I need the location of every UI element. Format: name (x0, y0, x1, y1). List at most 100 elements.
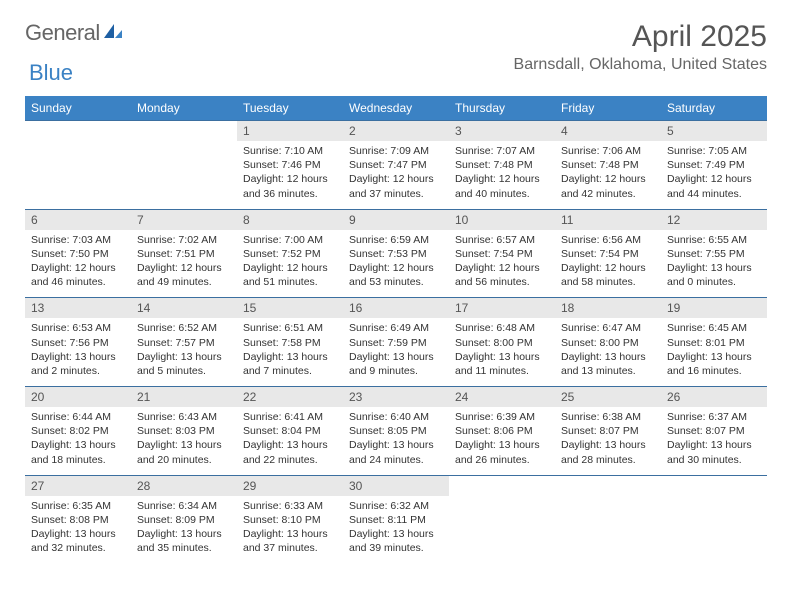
sunrise-text: Sunrise: 6:34 AM (137, 499, 231, 513)
sunrise-text: Sunrise: 6:51 AM (243, 321, 337, 335)
daylight-text: Daylight: 13 hours and 5 minutes. (137, 350, 231, 378)
sunrise-text: Sunrise: 6:41 AM (243, 410, 337, 424)
sunrise-text: Sunrise: 6:40 AM (349, 410, 443, 424)
day-body: Sunrise: 6:57 AMSunset: 7:54 PMDaylight:… (449, 230, 555, 298)
sunset-text: Sunset: 8:10 PM (243, 513, 337, 527)
sunset-text: Sunset: 7:50 PM (31, 247, 125, 261)
day-number: 23 (343, 387, 449, 407)
daylight-text: Daylight: 13 hours and 26 minutes. (455, 438, 549, 466)
day-body (555, 496, 661, 554)
day-body: Sunrise: 6:45 AMSunset: 8:01 PMDaylight:… (661, 318, 767, 386)
day-cell: 19Sunrise: 6:45 AMSunset: 8:01 PMDayligh… (661, 298, 767, 387)
logo: General (25, 20, 126, 46)
sunset-text: Sunset: 7:56 PM (31, 336, 125, 350)
sunrise-text: Sunrise: 6:59 AM (349, 233, 443, 247)
day-cell: 13Sunrise: 6:53 AMSunset: 7:56 PMDayligh… (25, 298, 131, 387)
day-number: 20 (25, 387, 131, 407)
sunset-text: Sunset: 8:09 PM (137, 513, 231, 527)
day-body: Sunrise: 6:43 AMSunset: 8:03 PMDaylight:… (131, 407, 237, 475)
sunset-text: Sunset: 7:46 PM (243, 158, 337, 172)
day-cell: 10Sunrise: 6:57 AMSunset: 7:54 PMDayligh… (449, 209, 555, 298)
daylight-text: Daylight: 12 hours and 42 minutes. (561, 172, 655, 200)
sunset-text: Sunset: 7:49 PM (667, 158, 761, 172)
sunrise-text: Sunrise: 6:38 AM (561, 410, 655, 424)
day-number: 28 (131, 476, 237, 496)
day-cell: 16Sunrise: 6:49 AMSunset: 7:59 PMDayligh… (343, 298, 449, 387)
daylight-text: Daylight: 12 hours and 44 minutes. (667, 172, 761, 200)
daylight-text: Daylight: 13 hours and 20 minutes. (137, 438, 231, 466)
day-number: 2 (343, 121, 449, 141)
week-row: 6Sunrise: 7:03 AMSunset: 7:50 PMDaylight… (25, 209, 767, 298)
dow-monday: Monday (131, 96, 237, 121)
week-row: 27Sunrise: 6:35 AMSunset: 8:08 PMDayligh… (25, 475, 767, 563)
sunset-text: Sunset: 8:00 PM (561, 336, 655, 350)
day-number (449, 476, 555, 496)
dow-tuesday: Tuesday (237, 96, 343, 121)
day-number: 12 (661, 210, 767, 230)
day-cell: 25Sunrise: 6:38 AMSunset: 8:07 PMDayligh… (555, 387, 661, 476)
sunset-text: Sunset: 7:57 PM (137, 336, 231, 350)
daylight-text: Daylight: 13 hours and 11 minutes. (455, 350, 549, 378)
daylight-text: Daylight: 13 hours and 28 minutes. (561, 438, 655, 466)
day-body: Sunrise: 6:32 AMSunset: 8:11 PMDaylight:… (343, 496, 449, 564)
sunset-text: Sunset: 7:54 PM (455, 247, 549, 261)
dow-wednesday: Wednesday (343, 96, 449, 121)
day-number: 27 (25, 476, 131, 496)
daylight-text: Daylight: 12 hours and 58 minutes. (561, 261, 655, 289)
location: Barnsdall, Oklahoma, United States (514, 56, 767, 74)
day-number: 1 (237, 121, 343, 141)
sunrise-text: Sunrise: 7:10 AM (243, 144, 337, 158)
daylight-text: Daylight: 13 hours and 13 minutes. (561, 350, 655, 378)
day-cell (661, 475, 767, 563)
day-number: 22 (237, 387, 343, 407)
sunset-text: Sunset: 7:59 PM (349, 336, 443, 350)
day-body: Sunrise: 6:53 AMSunset: 7:56 PMDaylight:… (25, 318, 131, 386)
sail-icon (102, 20, 124, 46)
day-body: Sunrise: 6:44 AMSunset: 8:02 PMDaylight:… (25, 407, 131, 475)
day-number: 26 (661, 387, 767, 407)
day-cell: 18Sunrise: 6:47 AMSunset: 8:00 PMDayligh… (555, 298, 661, 387)
day-body: Sunrise: 6:48 AMSunset: 8:00 PMDaylight:… (449, 318, 555, 386)
day-body: Sunrise: 7:03 AMSunset: 7:50 PMDaylight:… (25, 230, 131, 298)
day-body (131, 141, 237, 199)
daylight-text: Daylight: 13 hours and 35 minutes. (137, 527, 231, 555)
day-body: Sunrise: 6:38 AMSunset: 8:07 PMDaylight:… (555, 407, 661, 475)
day-cell: 15Sunrise: 6:51 AMSunset: 7:58 PMDayligh… (237, 298, 343, 387)
day-cell: 5Sunrise: 7:05 AMSunset: 7:49 PMDaylight… (661, 121, 767, 210)
day-number: 5 (661, 121, 767, 141)
daylight-text: Daylight: 13 hours and 37 minutes. (243, 527, 337, 555)
day-number: 24 (449, 387, 555, 407)
day-body: Sunrise: 6:40 AMSunset: 8:05 PMDaylight:… (343, 407, 449, 475)
day-cell (449, 475, 555, 563)
day-number: 25 (555, 387, 661, 407)
day-body: Sunrise: 7:05 AMSunset: 7:49 PMDaylight:… (661, 141, 767, 209)
sunrise-text: Sunrise: 7:09 AM (349, 144, 443, 158)
day-cell: 24Sunrise: 6:39 AMSunset: 8:06 PMDayligh… (449, 387, 555, 476)
day-number: 21 (131, 387, 237, 407)
sunrise-text: Sunrise: 6:44 AM (31, 410, 125, 424)
daylight-text: Daylight: 12 hours and 36 minutes. (243, 172, 337, 200)
daylight-text: Daylight: 12 hours and 37 minutes. (349, 172, 443, 200)
week-row: 13Sunrise: 6:53 AMSunset: 7:56 PMDayligh… (25, 298, 767, 387)
daylight-text: Daylight: 12 hours and 51 minutes. (243, 261, 337, 289)
day-body (25, 141, 131, 199)
week-row: 1Sunrise: 7:10 AMSunset: 7:46 PMDaylight… (25, 121, 767, 210)
sunrise-text: Sunrise: 6:33 AM (243, 499, 337, 513)
sunset-text: Sunset: 8:02 PM (31, 424, 125, 438)
day-cell: 27Sunrise: 6:35 AMSunset: 8:08 PMDayligh… (25, 475, 131, 563)
sunset-text: Sunset: 8:03 PM (137, 424, 231, 438)
sunset-text: Sunset: 7:52 PM (243, 247, 337, 261)
day-number: 10 (449, 210, 555, 230)
sunset-text: Sunset: 7:55 PM (667, 247, 761, 261)
day-body: Sunrise: 6:49 AMSunset: 7:59 PMDaylight:… (343, 318, 449, 386)
daylight-text: Daylight: 13 hours and 0 minutes. (667, 261, 761, 289)
title-block: April 2025 Barnsdall, Oklahoma, United S… (514, 20, 767, 74)
day-cell (25, 121, 131, 210)
daylight-text: Daylight: 13 hours and 2 minutes. (31, 350, 125, 378)
sunrise-text: Sunrise: 6:39 AM (455, 410, 549, 424)
sunset-text: Sunset: 8:08 PM (31, 513, 125, 527)
day-body (661, 496, 767, 554)
day-number: 17 (449, 298, 555, 318)
daylight-text: Daylight: 13 hours and 39 minutes. (349, 527, 443, 555)
day-number: 18 (555, 298, 661, 318)
